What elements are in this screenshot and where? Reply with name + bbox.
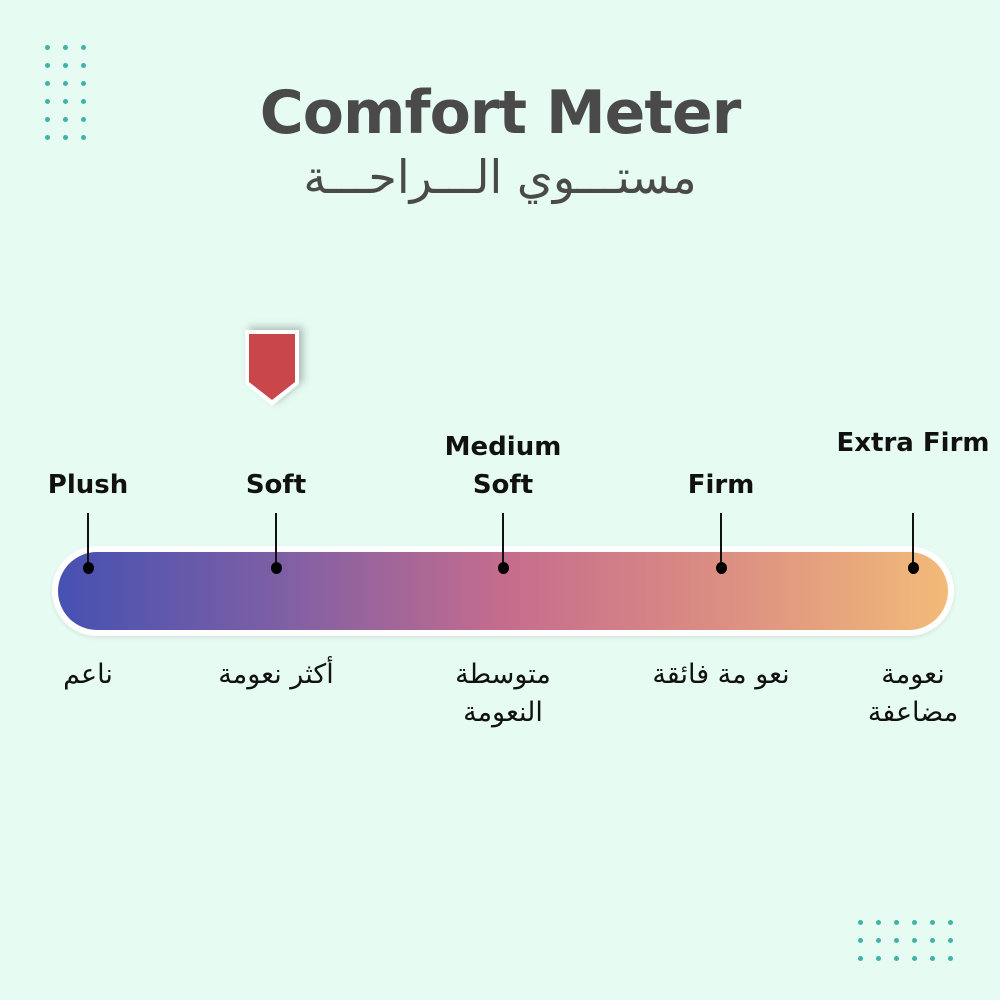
level-label-en: Medium Soft <box>444 432 562 500</box>
level-label-ar: ناعم <box>63 659 113 690</box>
level-label-en: Extra Firm <box>836 428 990 458</box>
level-dot <box>715 562 727 574</box>
decor-dot <box>62 62 68 68</box>
decor-dot <box>875 919 881 925</box>
decor-dot <box>80 80 86 86</box>
decor-dot <box>893 919 899 925</box>
decor-dot <box>44 44 50 50</box>
level-label-en: Soft <box>245 470 307 500</box>
page-subtitle-arabic: مستـــوي الـــراحـــة <box>303 150 697 204</box>
decor-dot <box>911 919 917 925</box>
decor-dot <box>80 98 86 104</box>
decor-dot <box>44 116 50 122</box>
decor-dot <box>44 98 50 104</box>
decor-dot <box>44 134 50 140</box>
level-label-ar: متوسطة النعومة <box>455 659 551 728</box>
level-tick <box>720 513 722 568</box>
decor-dot <box>947 937 953 943</box>
decor-dot <box>80 62 86 68</box>
level-tick <box>912 513 914 568</box>
decor-dot <box>911 955 917 961</box>
level-tick <box>502 513 504 568</box>
decor-dot <box>929 937 935 943</box>
decor-dot <box>62 134 68 140</box>
decor-dot <box>893 955 899 961</box>
level-dot <box>907 562 919 574</box>
decor-dot <box>44 62 50 68</box>
marker-fill <box>249 334 295 400</box>
decor-dot <box>80 116 86 122</box>
decor-dot <box>857 919 863 925</box>
decor-dot <box>62 116 68 122</box>
page-title: Comfort Meter <box>259 78 742 148</box>
level-label-ar: نعو مة فائقة <box>652 659 790 690</box>
decor-dot <box>857 937 863 943</box>
decor-dot <box>875 937 881 943</box>
level-marker-icon <box>245 330 299 406</box>
level-label-en: Firm <box>687 470 755 500</box>
level-dot <box>82 562 94 574</box>
level-label-en: Plush <box>47 470 129 500</box>
decor-dot <box>947 919 953 925</box>
decor-dot <box>62 98 68 104</box>
decor-dot <box>929 955 935 961</box>
decor-dot <box>80 134 86 140</box>
decor-dot <box>947 955 953 961</box>
level-label-ar: أكثر نعومة <box>218 659 334 690</box>
decor-dot <box>44 80 50 86</box>
decor-dot <box>875 955 881 961</box>
decor-dot <box>80 44 86 50</box>
decor-dot <box>62 44 68 50</box>
level-label-ar: نعومة مضاعفة <box>867 659 959 728</box>
level-dot <box>270 562 282 574</box>
level-tick <box>275 513 277 568</box>
decor-dot <box>911 937 917 943</box>
decor-dot <box>857 955 863 961</box>
decor-dot <box>893 937 899 943</box>
decor-dot <box>62 80 68 86</box>
level-tick <box>87 513 89 568</box>
level-dot <box>497 562 509 574</box>
decor-dot <box>929 919 935 925</box>
